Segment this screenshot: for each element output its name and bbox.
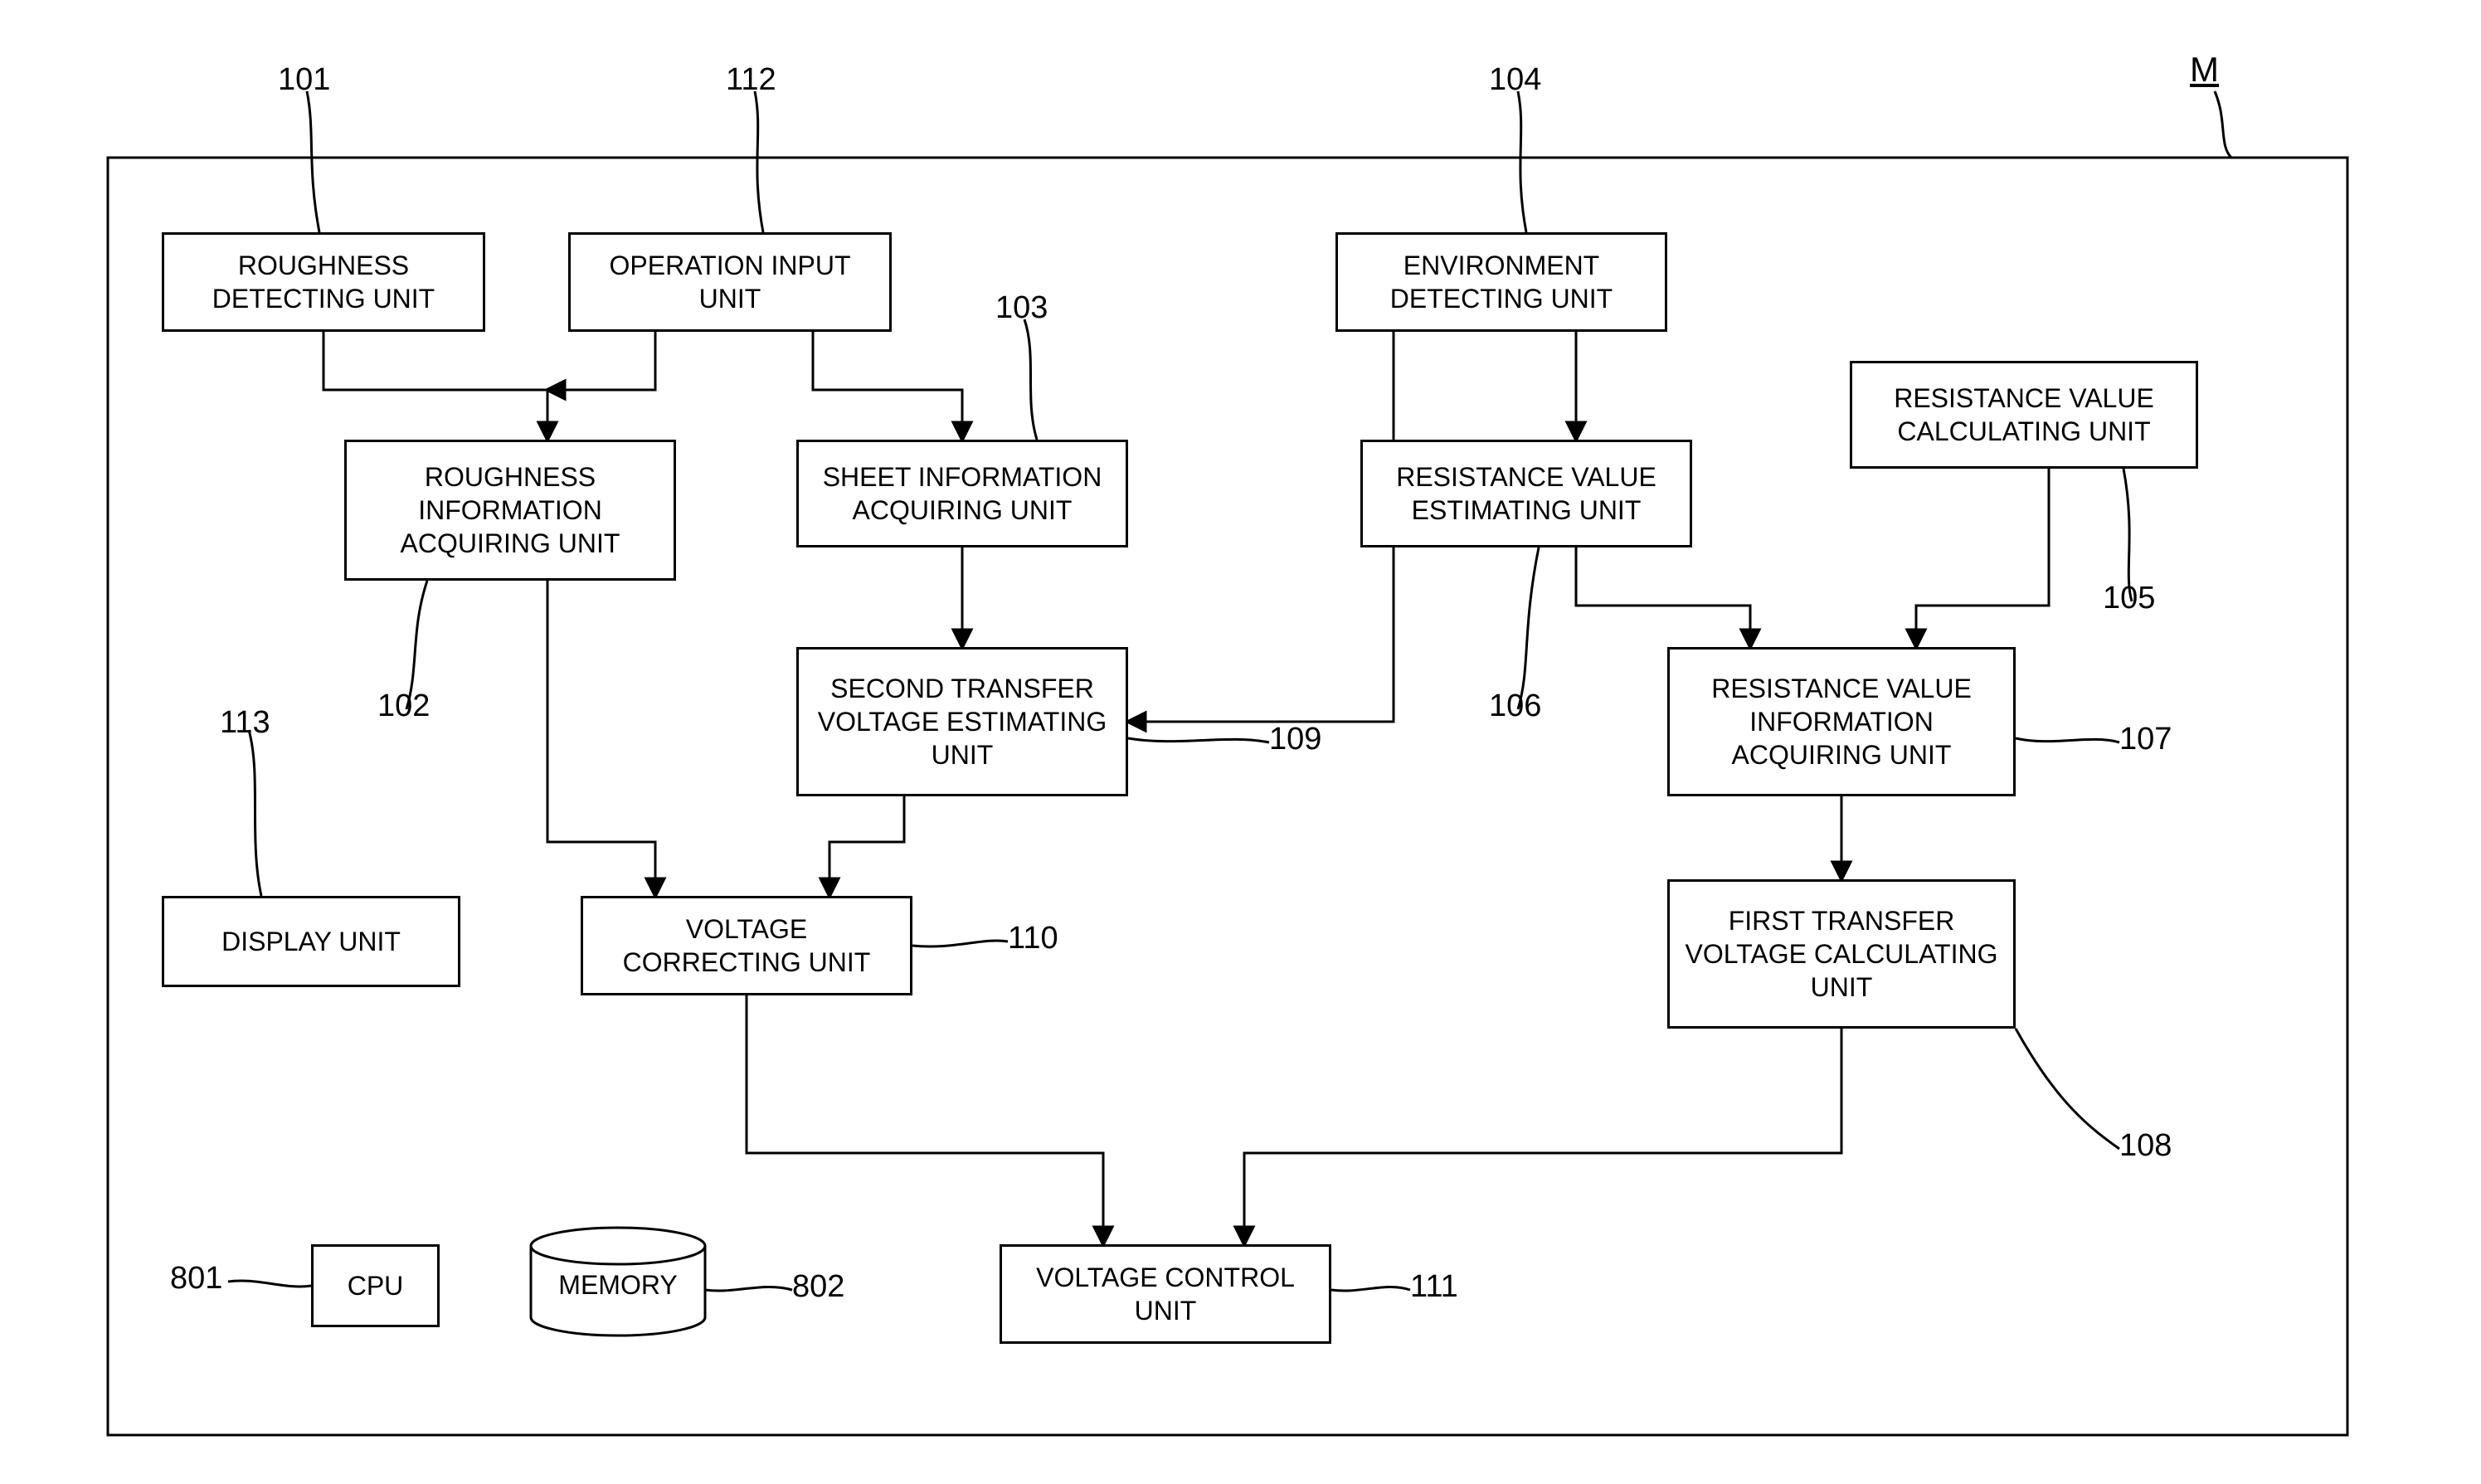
node-n104: ENVIRONMENT DETECTING UNIT xyxy=(1335,232,1667,332)
ref-108: 108 xyxy=(2119,1128,2172,1164)
ref-802: 802 xyxy=(792,1269,844,1305)
node-n110: VOLTAGE CORRECTING UNIT xyxy=(581,896,912,995)
ref-107: 107 xyxy=(2119,722,2172,757)
node-n102: ROUGHNESS INFORMATION ACQUIRING UNIT xyxy=(344,440,676,581)
node-nCPU: CPU xyxy=(311,1244,440,1327)
node-n105: RESISTANCE VALUE CALCULATING UNIT xyxy=(1850,361,2198,469)
ref-112: 112 xyxy=(726,62,776,98)
node-n113: DISPLAY UNIT xyxy=(162,896,460,987)
ref-104: 104 xyxy=(1489,62,1541,98)
node-n109: SECOND TRANSFER VOLTAGE ESTIMATING UNIT xyxy=(796,647,1128,796)
node-n101: ROUGHNESS DETECTING UNIT xyxy=(162,232,485,332)
ref-102: 102 xyxy=(377,688,430,724)
ref-111: 111 xyxy=(1410,1269,1458,1305)
node-n103: SHEET INFORMATION ACQUIRING UNIT xyxy=(796,440,1128,547)
node-n112: OPERATION INPUT UNIT xyxy=(568,232,892,332)
ref-801: 801 xyxy=(170,1261,222,1297)
ref-106: 106 xyxy=(1489,688,1541,724)
node-nMEM: MEMORY xyxy=(531,1270,705,1301)
ref-110: 110 xyxy=(1008,921,1058,956)
ref-103: 103 xyxy=(995,290,1048,326)
system-label: M xyxy=(2190,50,2219,90)
node-n107: RESISTANCE VALUE INFORMATION ACQUIRING U… xyxy=(1667,647,2016,796)
node-n111: VOLTAGE CONTROL UNIT xyxy=(1000,1244,1331,1344)
node-n106: RESISTANCE VALUE ESTIMATING UNIT xyxy=(1360,440,1692,547)
ref-109: 109 xyxy=(1269,722,1321,757)
node-n108: FIRST TRANSFER VOLTAGE CALCULATING UNIT xyxy=(1667,879,2016,1029)
ref-105: 105 xyxy=(2103,581,2155,616)
ref-101: 101 xyxy=(278,62,330,98)
ref-113: 113 xyxy=(220,705,270,741)
